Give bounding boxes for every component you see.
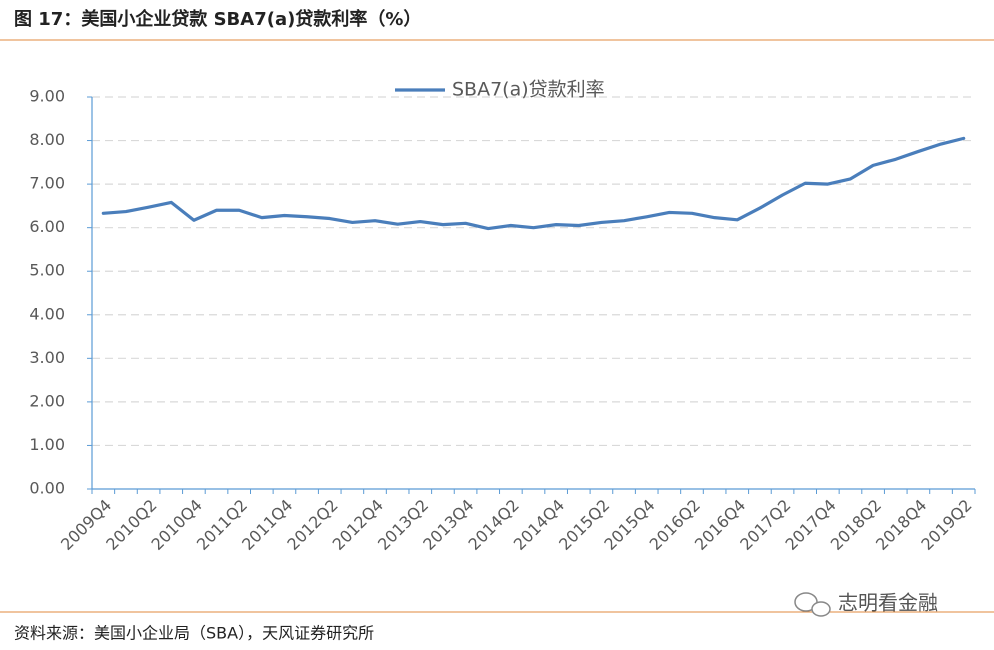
y-tick-label: 5.00 <box>29 261 65 280</box>
data-line <box>101 136 966 231</box>
x-tick-label: 2019Q2 <box>917 496 975 554</box>
y-tick-label: 0.00 <box>29 479 65 498</box>
y-tick-label: 2.00 <box>29 391 65 410</box>
y-tick-label: 7.00 <box>29 174 65 193</box>
y-tick-label: 9.00 <box>29 87 65 106</box>
y-tick-label: 8.00 <box>29 130 65 149</box>
source-note: 资料来源：美国小企业局（SBA），天风证券研究所 <box>14 624 374 643</box>
y-tick-label: 6.00 <box>29 217 65 236</box>
chart-title: 图 17：美国小企业贷款 SBA7(a)贷款利率（%） <box>14 8 421 30</box>
legend-label: SBA7(a)贷款利率 <box>452 79 605 101</box>
y-tick-label: 4.00 <box>29 304 65 323</box>
y-tick-label: 3.00 <box>29 348 65 367</box>
watermark: 志明看金融 <box>838 591 938 615</box>
watermark-icon <box>794 592 831 617</box>
y-tick-label: 1.00 <box>29 435 65 454</box>
